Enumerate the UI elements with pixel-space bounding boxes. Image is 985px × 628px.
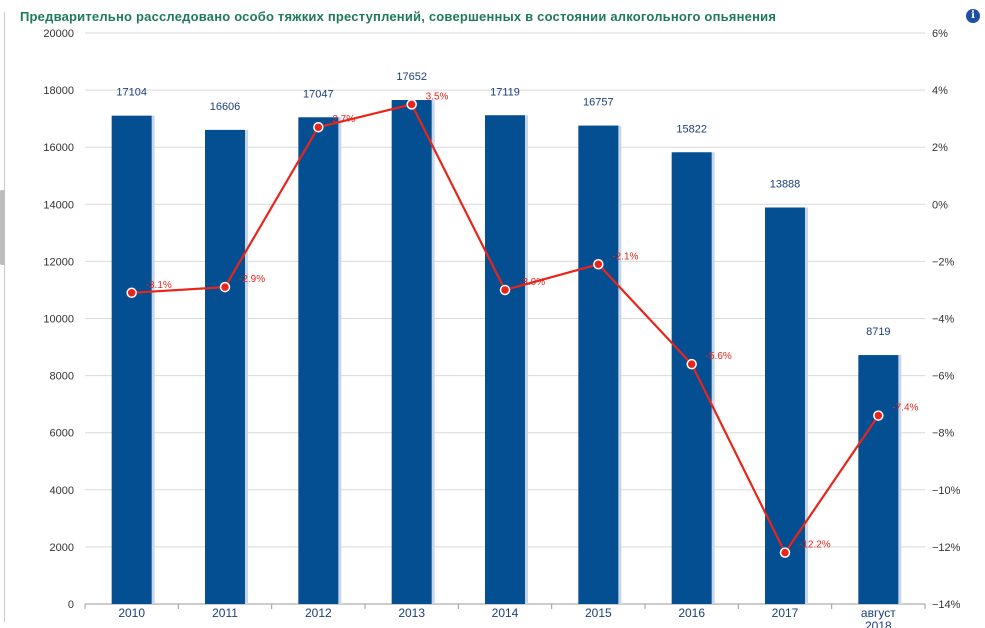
y-tick-label: 16000 — [43, 142, 74, 154]
bar-value-label: 17119 — [490, 86, 520, 98]
line-point — [686, 358, 697, 370]
y2-tick-label: −10% — [932, 485, 961, 497]
info-icon[interactable]: i — [966, 9, 980, 23]
y2-tick-label: −4% — [932, 314, 955, 326]
bar — [205, 129, 245, 605]
chart-title: Предварительно расследовано особо тяжких… — [20, 9, 777, 24]
y-tick-label: 12000 — [43, 256, 74, 268]
y-tick-label: 10000 — [43, 314, 74, 326]
x-tick-label: 2015 — [585, 606, 612, 620]
bar-value-label: 16757 — [583, 97, 614, 109]
line-value-label: -3.0% — [519, 277, 545, 288]
x-tick-label: август 2018 — [861, 606, 896, 628]
x-tick-label: 2011 — [212, 606, 238, 620]
y2-tick-label: 0% — [932, 199, 948, 211]
y-tick-label: 2000 — [50, 542, 74, 554]
scrollbar-thumb[interactable] — [0, 190, 5, 265]
line-value-label: 3.5% — [426, 91, 449, 102]
line-value-label: -2.9% — [239, 274, 265, 285]
y-tick-label: 14000 — [43, 199, 74, 211]
y2-tick-label: 6% — [932, 28, 948, 40]
line-value-label: -3.1% — [146, 280, 172, 291]
line-point — [219, 281, 231, 293]
y2-tick-label: −14% — [932, 599, 961, 611]
bar-value-label: 17047 — [303, 88, 334, 100]
left-border — [4, 12, 5, 622]
bar — [578, 125, 619, 604]
y2-tick-label: −2% — [932, 256, 955, 268]
bar-value-label: 17104 — [116, 87, 147, 99]
bar — [298, 117, 339, 604]
y-tick-label: 6000 — [50, 428, 74, 440]
bar-value-label: 15822 — [676, 123, 707, 135]
x-tick-label: 2014 — [492, 606, 519, 620]
y-tick-label: 20000 — [43, 28, 74, 40]
line-point — [126, 287, 137, 299]
y-tick-label: 4000 — [50, 485, 74, 497]
x-tick-label: 2017 — [772, 606, 799, 620]
y2-tick-label: −8% — [932, 428, 955, 440]
bar — [671, 152, 712, 604]
y-tick-label: 8000 — [50, 371, 74, 383]
bar-value-label: 17652 — [396, 71, 427, 83]
y2-tick-label: −12% — [932, 542, 961, 554]
bar-value-label: 8719 — [866, 326, 890, 338]
y2-tick-label: 2% — [932, 142, 948, 154]
y2-tick-label: −6% — [932, 371, 955, 383]
line-value-label: 2.7% — [332, 114, 355, 125]
bar — [391, 100, 432, 604]
line-point — [406, 99, 417, 110]
line-value-label: -12.2% — [799, 540, 831, 551]
bar-value-label: 13888 — [770, 178, 801, 190]
bar — [485, 115, 525, 604]
x-tick-label: 2012 — [305, 606, 332, 620]
y-tick-label: 0 — [68, 599, 74, 611]
line-point — [593, 259, 604, 270]
line-value-label: -7.4% — [892, 403, 918, 414]
line-value-label: -2.1% — [612, 251, 638, 262]
line-point — [873, 410, 884, 421]
line-point — [313, 121, 324, 133]
x-tick-label: 2010 — [118, 606, 145, 620]
y2-tick-label: 4% — [932, 85, 948, 97]
x-tick-label: 2013 — [398, 606, 425, 620]
y-tick-label: 18000 — [43, 85, 74, 97]
line-value-label: -5.6% — [706, 351, 732, 362]
bar — [765, 207, 805, 604]
bar — [858, 355, 899, 604]
line-point — [779, 547, 791, 558]
line-point — [499, 284, 511, 296]
bar — [111, 115, 152, 605]
x-tick-label: 2016 — [678, 606, 705, 620]
bar-value-label: 16606 — [210, 101, 241, 113]
